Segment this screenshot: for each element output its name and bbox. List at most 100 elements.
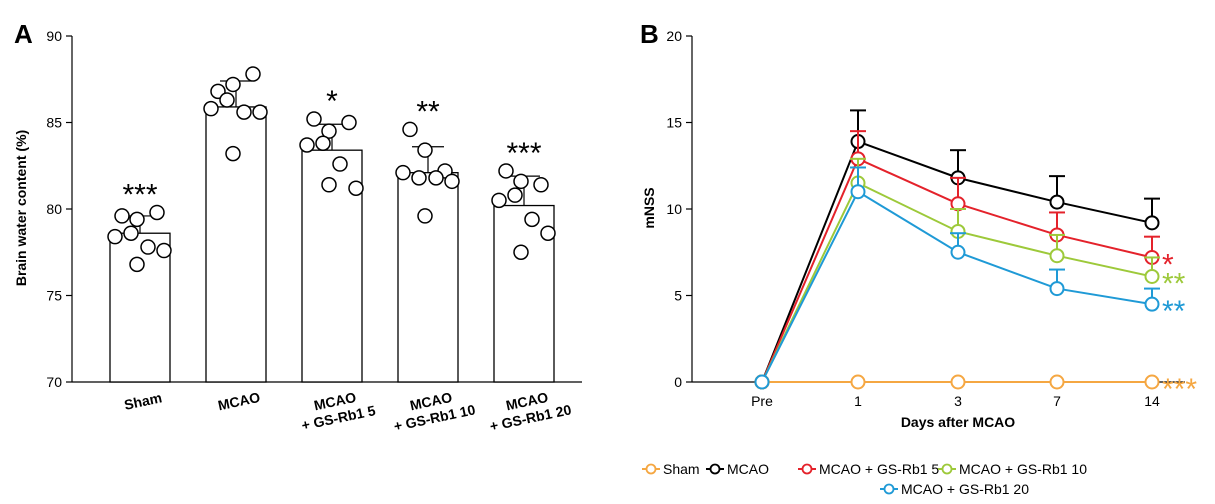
data-point bbox=[1049, 194, 1065, 210]
category-label: MCAO bbox=[216, 389, 261, 414]
data-point bbox=[507, 187, 523, 203]
category-label-line: Sham bbox=[123, 389, 164, 413]
legend-swatch-marker bbox=[801, 463, 813, 475]
data-point bbox=[754, 374, 770, 390]
bar bbox=[397, 172, 459, 383]
panel-b-y-tick-label: 5 bbox=[674, 288, 682, 304]
data-point bbox=[498, 163, 514, 179]
panel-b-x-axis-label: Days after MCAO bbox=[901, 414, 1015, 430]
panel-a-letter: A bbox=[14, 19, 33, 49]
data-point bbox=[491, 192, 507, 209]
data-point bbox=[1049, 248, 1065, 264]
data-point bbox=[203, 100, 219, 117]
data-point bbox=[444, 173, 460, 190]
legend-item: MCAO bbox=[706, 461, 769, 477]
significance-marker: ** bbox=[416, 95, 440, 128]
data-point bbox=[428, 170, 444, 186]
panel-a-points: **** ***** bbox=[107, 66, 556, 273]
data-point bbox=[321, 177, 337, 193]
significance-marker: * bbox=[1162, 248, 1174, 281]
data-point bbox=[236, 104, 252, 120]
series-sham: *** bbox=[754, 373, 1197, 406]
data-point bbox=[321, 123, 337, 139]
legend-label: MCAO + GS-Rb1 10 bbox=[959, 461, 1087, 477]
panel-a-y-tick-label: 70 bbox=[46, 374, 62, 390]
data-point bbox=[348, 180, 364, 196]
data-point bbox=[225, 76, 241, 93]
data-point bbox=[299, 137, 315, 153]
legend-item: MCAO + GS-Rb1 10 bbox=[938, 461, 1087, 477]
data-point bbox=[850, 184, 866, 200]
data-point bbox=[332, 156, 348, 172]
data-point bbox=[114, 208, 130, 224]
data-point bbox=[315, 135, 331, 152]
data-point bbox=[417, 142, 433, 158]
legend-label: MCAO + GS-Rb1 20 bbox=[901, 481, 1029, 497]
panel-a-category-labels: Sham MCAO MCAO+ GS-Rb1 5 MCAO+ GS-Rb1 10MCA… bbox=[123, 389, 573, 434]
data-point bbox=[1144, 296, 1160, 312]
data-point bbox=[513, 173, 529, 190]
data-point bbox=[402, 121, 418, 138]
data-point bbox=[219, 92, 235, 108]
data-point bbox=[225, 145, 241, 162]
panel-b-y-tick-label: 10 bbox=[666, 201, 682, 217]
data-point bbox=[417, 208, 433, 224]
data-point bbox=[950, 374, 966, 390]
series-mcao-gs-rb1-10: ** bbox=[754, 157, 1186, 390]
panel-b-x-tick-label: 3 bbox=[954, 393, 962, 409]
legend-item: MCAO + GS-Rb1 5 bbox=[798, 461, 939, 477]
panel-a-y-tick-label: 80 bbox=[46, 201, 62, 217]
data-point bbox=[107, 228, 123, 245]
data-point bbox=[1049, 374, 1065, 390]
significance-marker: *** bbox=[1162, 373, 1197, 406]
category-label: Sham bbox=[123, 389, 164, 413]
panel-b-legend: Sham MCAO MCAO + GS-Rb1 5 MCAO + GS-Rb1 10 M… bbox=[642, 461, 1087, 497]
panel-a-y-tick-label: 90 bbox=[46, 28, 62, 44]
data-point bbox=[306, 111, 322, 127]
legend-swatch-marker bbox=[709, 463, 721, 475]
panel-b-y-tick-label: 20 bbox=[666, 28, 682, 44]
data-point bbox=[252, 104, 268, 120]
data-point bbox=[524, 211, 540, 228]
data-point bbox=[395, 164, 411, 181]
data-point bbox=[513, 244, 529, 260]
legend-item: MCAO + GS-Rb1 20 bbox=[880, 481, 1029, 497]
panel-b-x-tick-label: 7 bbox=[1053, 393, 1061, 409]
legend-swatch-marker bbox=[645, 463, 657, 475]
data-point bbox=[1144, 215, 1160, 231]
data-point bbox=[850, 374, 866, 390]
data-point bbox=[1144, 374, 1160, 390]
significance-marker: *** bbox=[122, 178, 157, 211]
legend-label: Sham bbox=[663, 461, 700, 477]
data-point bbox=[129, 211, 145, 228]
panel-a-y-axis-label: Brain water content (%) bbox=[13, 130, 29, 286]
significance-marker: *** bbox=[506, 137, 541, 170]
data-point bbox=[341, 114, 357, 131]
panel-b-y-tick-label: 0 bbox=[674, 374, 682, 390]
data-point bbox=[245, 66, 261, 82]
panel-b-x-tick-label: 14 bbox=[1144, 393, 1160, 409]
data-point bbox=[149, 204, 165, 221]
series-mcao-gs-rb1-5: * bbox=[754, 130, 1174, 390]
legend-swatch-marker bbox=[941, 463, 953, 475]
category-label: MCAO+ GS-Rb1 10 bbox=[392, 389, 477, 434]
panel-b-y-axis-label: mNSS bbox=[641, 187, 657, 228]
category-label: MCAO+ GS-Rb1 5 bbox=[300, 389, 377, 434]
series-mcao-gs-rb1-20: ** bbox=[754, 166, 1186, 390]
data-point bbox=[533, 177, 549, 193]
legend-swatch-marker bbox=[883, 483, 895, 495]
data-point bbox=[140, 239, 156, 255]
data-point bbox=[129, 256, 145, 273]
significance-marker: ** bbox=[1162, 295, 1186, 328]
panel-b-y-tick-label: 15 bbox=[666, 115, 682, 131]
data-point bbox=[156, 242, 172, 259]
panel-b-letter: B bbox=[640, 19, 659, 49]
panel-b-x-tick-label: 1 bbox=[854, 393, 862, 409]
legend-label: MCAO bbox=[727, 461, 769, 477]
data-point bbox=[1049, 281, 1065, 297]
category-label: MCAO+ GS-Rb1 20 bbox=[488, 389, 573, 434]
data-point bbox=[950, 244, 966, 260]
